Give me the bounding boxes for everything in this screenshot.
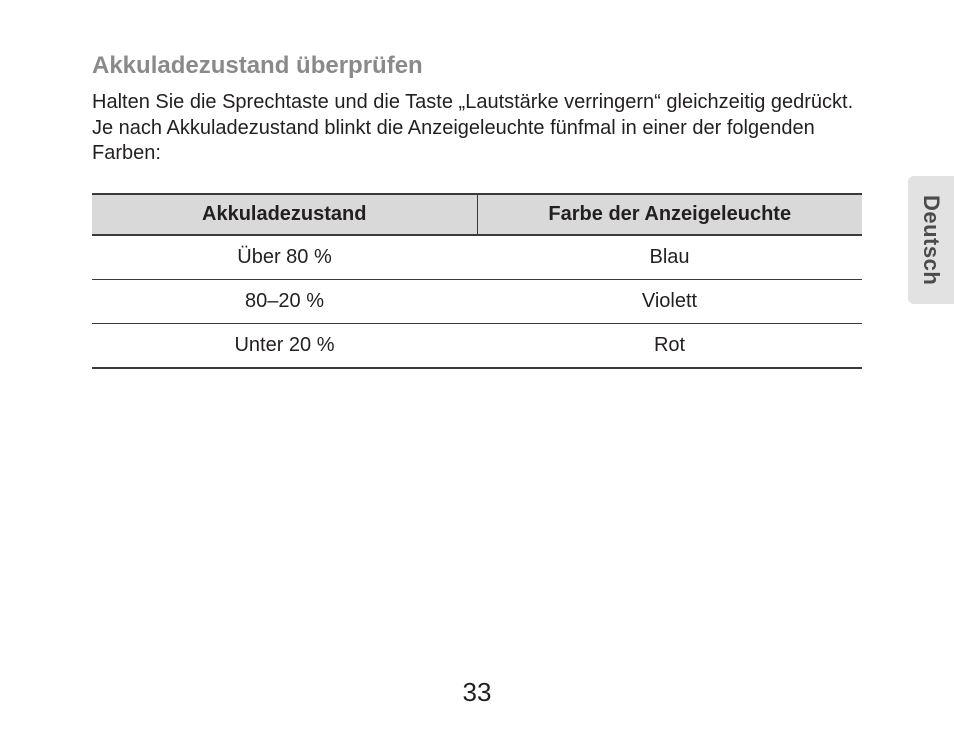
table-header-cell: Farbe der Anzeigeleuchte	[477, 194, 862, 235]
table-header-cell: Akkuladezustand	[92, 194, 477, 235]
table-cell: Unter 20 %	[92, 323, 477, 368]
page-number: 33	[0, 677, 954, 708]
language-side-tab: Deutsch	[908, 176, 954, 304]
table-row: Unter 20 % Rot	[92, 323, 862, 368]
table-cell: Blau	[477, 235, 862, 280]
battery-status-table: Akkuladezustand Farbe der Anzeigeleuchte…	[92, 193, 862, 369]
section-paragraph: Halten Sie die Sprechtaste und die Taste…	[92, 90, 862, 167]
table-cell: Violett	[477, 279, 862, 323]
table-header-row: Akkuladezustand Farbe der Anzeigeleuchte	[92, 194, 862, 235]
table-cell: 80–20 %	[92, 279, 477, 323]
table-cell: Rot	[477, 323, 862, 368]
section-heading: Akkuladezustand überprüfen	[92, 52, 862, 80]
language-side-tab-label: Deutsch	[918, 195, 944, 285]
table-cell: Über 80 %	[92, 235, 477, 280]
document-page: Akkuladezustand überprüfen Halten Sie di…	[0, 0, 954, 742]
table-row: 80–20 % Violett	[92, 279, 862, 323]
table-row: Über 80 % Blau	[92, 235, 862, 280]
